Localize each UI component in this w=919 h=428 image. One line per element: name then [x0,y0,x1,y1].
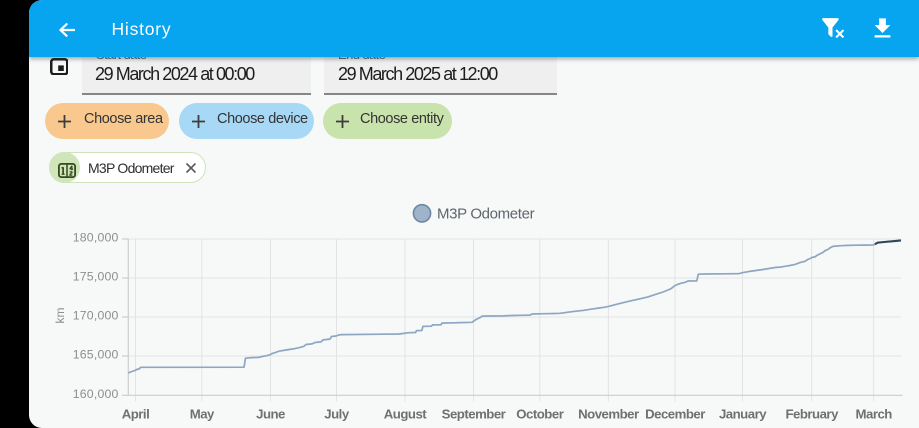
svg-text:March: March [856,406,893,421]
svg-text:September: September [442,406,506,421]
svg-text:160,000: 160,000 [73,387,119,401]
svg-text:February: February [785,406,839,421]
svg-text:June: June [256,406,285,421]
svg-text:May: May [190,406,215,421]
svg-text:180,000: 180,000 [73,231,119,245]
svg-text:170,000: 170,000 [73,309,119,323]
svg-text:July: July [324,406,350,421]
svg-text:km: km [53,308,67,324]
svg-text:January: January [719,406,767,421]
svg-text:165,000: 165,000 [73,348,119,362]
svg-text:October: October [516,406,563,421]
svg-text:August: August [384,406,428,421]
svg-text:175,000: 175,000 [73,270,119,284]
svg-text:M3P Odometer: M3P Odometer [437,205,535,222]
svg-text:November: November [578,406,639,421]
svg-text:April: April [122,406,150,421]
svg-text:December: December [645,406,705,421]
